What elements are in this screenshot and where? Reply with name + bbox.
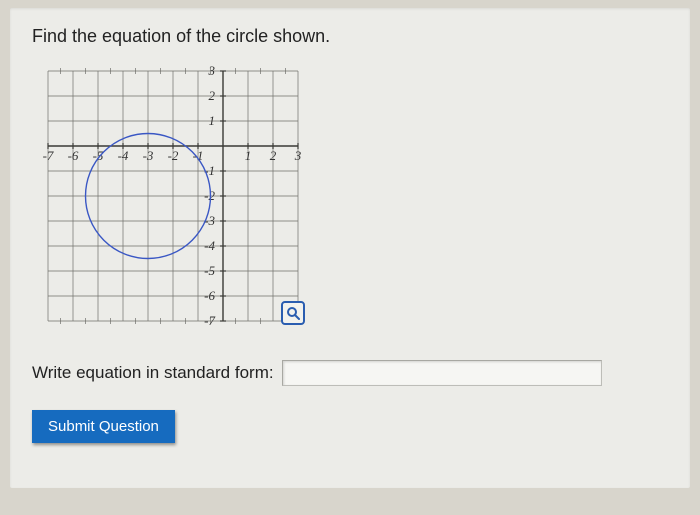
svg-text:-7: -7	[204, 313, 215, 328]
svg-text:3: 3	[294, 148, 302, 163]
svg-text:-5: -5	[204, 263, 215, 278]
svg-text:3: 3	[208, 63, 216, 78]
graph-container: -7-6-5-4-3-2-1123-7-6-5-4-3-2-1123	[38, 61, 668, 336]
answer-row: Write equation in standard form:	[32, 360, 668, 386]
question-title: Find the equation of the circle shown.	[32, 26, 668, 47]
svg-text:2: 2	[270, 148, 277, 163]
svg-text:1: 1	[245, 148, 252, 163]
svg-text:1: 1	[209, 113, 216, 128]
svg-text:-5: -5	[93, 148, 104, 163]
svg-text:-7: -7	[43, 148, 54, 163]
svg-text:-4: -4	[118, 148, 129, 163]
svg-text:-6: -6	[204, 288, 215, 303]
answer-input[interactable]	[282, 360, 602, 386]
svg-text:-2: -2	[168, 148, 179, 163]
answer-label: Write equation in standard form:	[32, 363, 274, 383]
coordinate-graph: -7-6-5-4-3-2-1123-7-6-5-4-3-2-1123	[38, 61, 308, 331]
svg-text:-3: -3	[143, 148, 154, 163]
submit-button[interactable]: Submit Question	[32, 410, 175, 443]
search-icon[interactable]	[281, 301, 305, 325]
svg-text:2: 2	[209, 88, 216, 103]
svg-text:-1: -1	[193, 148, 204, 163]
svg-text:-6: -6	[68, 148, 79, 163]
question-card: Find the equation of the circle shown. -…	[10, 8, 690, 488]
svg-text:-4: -4	[204, 238, 215, 253]
